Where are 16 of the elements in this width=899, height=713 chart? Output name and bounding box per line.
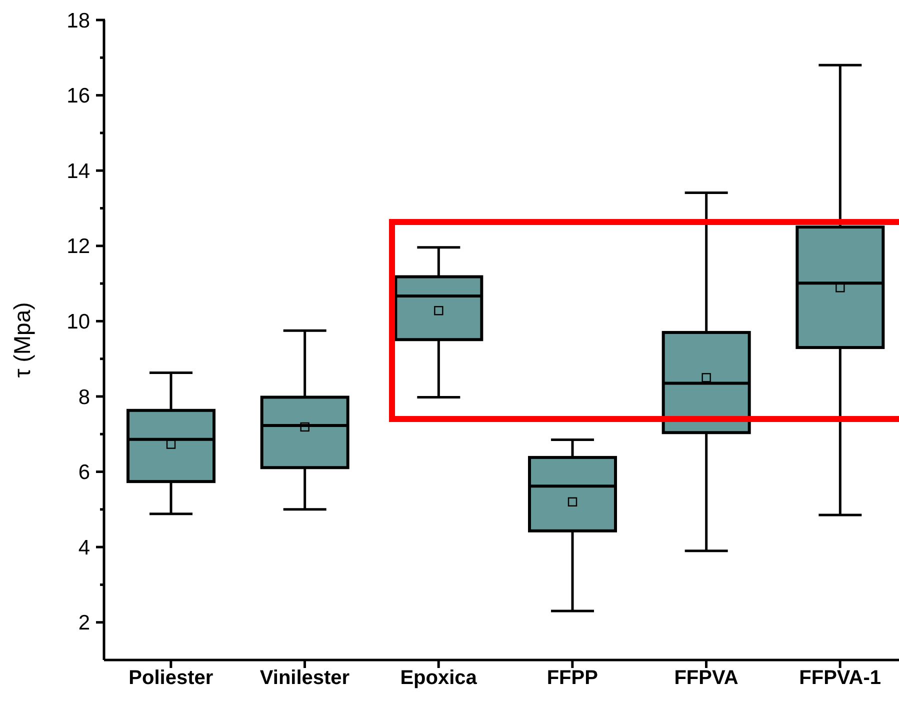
x-tick-label: Vinilester [260,667,350,690]
y-tick-label: 6 [78,461,90,484]
y-tick-label: 14 [66,160,90,183]
y-tick-label: 4 [78,536,90,560]
x-tick-label: Poliester [128,667,214,690]
x-tick-label: FFPP [546,667,598,690]
y-tick-label: 18 [66,9,90,32]
y-tick-label: 16 [66,84,90,108]
x-tick-label: Epoxica [400,667,478,690]
x-tick-label: FFPVA [674,667,738,690]
y-axis-title: τ (Mpa) [9,302,36,378]
y-tick-label: 8 [78,386,90,409]
y-tick-label: 2 [78,612,90,635]
y-tick-label: 12 [66,235,90,258]
y-tick-label: 10 [66,310,90,334]
x-tick-label: FFPVA-1 [799,667,882,690]
